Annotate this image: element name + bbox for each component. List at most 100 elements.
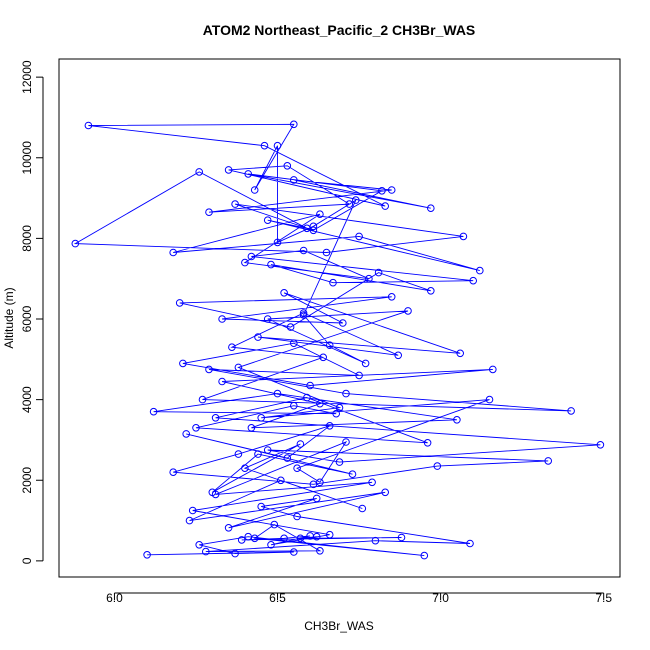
- data-point: [322, 248, 331, 257]
- x-tick-label: 6.5: [269, 591, 286, 605]
- data-point: [453, 416, 461, 424]
- data-point: [404, 307, 412, 315]
- data-point: [319, 353, 328, 362]
- data-point: [312, 494, 321, 503]
- data-point: [267, 541, 275, 549]
- x-axis: 6.0 6.5 7.0 7.5: [106, 591, 612, 605]
- data-point: [309, 226, 318, 235]
- data-point: [299, 311, 308, 319]
- data-point: [290, 176, 298, 184]
- data-point: [290, 120, 298, 129]
- data-point: [339, 319, 347, 327]
- data-point: [250, 186, 259, 194]
- data-point: [397, 533, 406, 542]
- data-point: [374, 268, 383, 277]
- data-point: [325, 422, 334, 430]
- data-point: [192, 424, 200, 432]
- data-point: [71, 239, 80, 248]
- data-point: [254, 450, 262, 458]
- y-tick-label: 0: [20, 557, 34, 564]
- data-point: [355, 232, 363, 241]
- data-point: [257, 502, 266, 511]
- data-point: [211, 414, 220, 422]
- data-point: [283, 162, 292, 170]
- x-tick-label: 7.5: [595, 591, 612, 605]
- data-point: [296, 440, 305, 448]
- x-axis-label: CH3Br_WAS: [304, 619, 374, 633]
- data-point: [218, 377, 226, 386]
- data-point: [312, 532, 321, 541]
- data-point: [280, 534, 288, 543]
- data-point: [355, 371, 363, 380]
- data-point: [143, 551, 151, 559]
- data-point: [273, 238, 282, 247]
- data-point: [247, 252, 256, 261]
- data-point: [378, 187, 386, 195]
- data-point: [567, 407, 575, 415]
- data-point: [342, 438, 350, 446]
- data-point: [387, 186, 396, 194]
- data-point: [273, 389, 282, 398]
- data-point: [325, 530, 334, 539]
- data-point: [345, 200, 354, 208]
- data-point: [306, 381, 314, 390]
- data-point: [316, 399, 324, 408]
- data-point: [423, 439, 432, 447]
- data-point: [182, 430, 190, 438]
- data-point: [427, 287, 435, 295]
- data-point: [228, 343, 236, 352]
- data-point: [459, 232, 468, 241]
- data-point: [293, 464, 301, 473]
- data-point: [544, 457, 553, 465]
- data-point: [84, 121, 93, 130]
- y-axis: 0 2000 4000 6000 8000 10000 12000: [20, 60, 44, 564]
- data-point: [332, 409, 341, 418]
- data-point: [309, 222, 318, 231]
- data-point: [244, 170, 252, 178]
- data-point: [247, 424, 256, 432]
- data-point: [290, 339, 298, 348]
- data-point: [342, 389, 350, 398]
- data-point: [198, 395, 207, 404]
- data-point: [485, 395, 494, 404]
- y-tick-label: 2000: [20, 467, 34, 494]
- data-point: [195, 541, 203, 549]
- y-tick-label: 6000: [20, 305, 34, 332]
- data-point: [381, 202, 390, 210]
- data-point: [303, 393, 311, 402]
- data-point: [241, 258, 249, 267]
- data-point: [263, 446, 272, 454]
- data-point: [211, 490, 220, 499]
- data-point: [394, 351, 403, 360]
- data-point: [352, 196, 360, 204]
- data-point: [316, 210, 324, 218]
- data-point: [433, 462, 442, 470]
- data-point: [387, 293, 396, 301]
- data-point: [273, 141, 282, 150]
- data-point: [290, 401, 298, 410]
- data-point: [149, 407, 158, 416]
- data-point: [456, 349, 465, 358]
- data-point: [335, 458, 344, 466]
- data-point: [286, 323, 295, 331]
- data-point: [296, 534, 305, 543]
- data-point: [365, 274, 373, 283]
- data-point: [231, 549, 239, 558]
- data-point: [280, 289, 288, 297]
- chart-title: ATOM2 Northeast_Pacific_2 CH3Br_WAS: [203, 22, 476, 38]
- y-tick-label: 12000: [20, 60, 34, 94]
- data-point: [361, 359, 370, 368]
- data-point: [241, 464, 249, 473]
- data-point: [237, 536, 246, 544]
- data-point: [381, 488, 390, 497]
- data-point: [169, 248, 177, 257]
- series-line: [73, 123, 601, 557]
- data-point: [427, 204, 435, 212]
- data-point: [169, 468, 177, 477]
- data-point: [218, 315, 226, 323]
- data-point: [348, 470, 357, 479]
- data-point: [329, 278, 337, 287]
- y-tick-label: 10000: [20, 141, 34, 175]
